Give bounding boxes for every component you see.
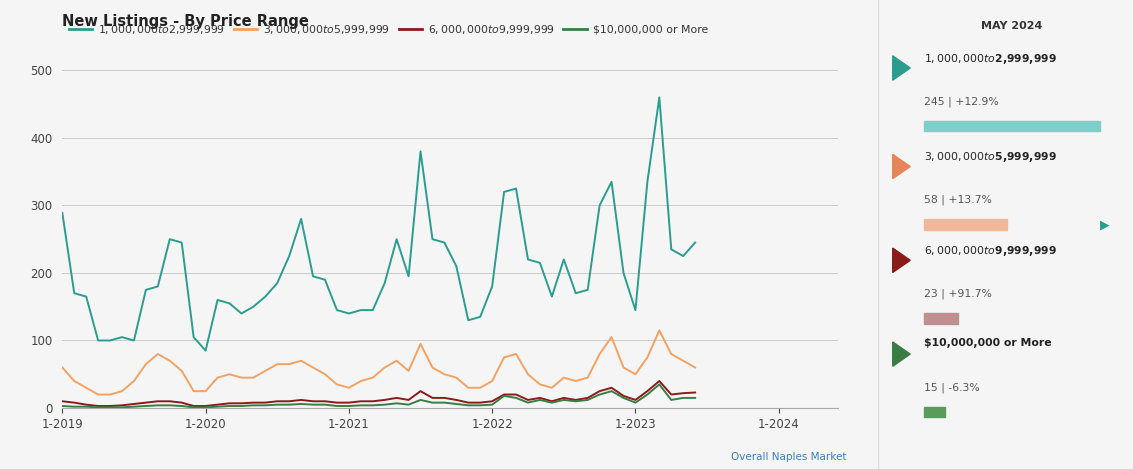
Text: ▶: ▶ <box>1100 219 1109 232</box>
Polygon shape <box>893 56 910 80</box>
Text: 58 | +13.7%: 58 | +13.7% <box>925 195 993 205</box>
Bar <box>925 407 945 417</box>
Polygon shape <box>893 342 910 366</box>
Text: 245 | +12.9%: 245 | +12.9% <box>925 96 999 106</box>
Text: MAY 2024: MAY 2024 <box>981 21 1042 31</box>
Legend: $1,000,000 to $2,999,999, $3,000,000 to $5,999,999, $6,000,000 to $9,999,999, $1: $1,000,000 to $2,999,999, $3,000,000 to … <box>65 18 713 40</box>
Bar <box>925 121 1100 131</box>
Text: Overall Naples Market: Overall Naples Market <box>731 452 846 462</box>
Bar <box>925 219 1007 230</box>
Text: $1,000,000 to $2,999,999: $1,000,000 to $2,999,999 <box>925 52 1057 66</box>
Text: 15 | -6.3%: 15 | -6.3% <box>925 382 980 393</box>
Bar <box>925 313 957 324</box>
Text: 23 | +91.7%: 23 | +91.7% <box>925 288 993 299</box>
Text: New Listings - By Price Range: New Listings - By Price Range <box>62 14 309 29</box>
Text: $10,000,000 or More: $10,000,000 or More <box>925 338 1051 348</box>
Polygon shape <box>893 248 910 272</box>
Polygon shape <box>893 154 910 179</box>
Text: $3,000,000 to $5,999,999: $3,000,000 to $5,999,999 <box>925 150 1057 164</box>
Text: $6,000,000 to $9,999,999: $6,000,000 to $9,999,999 <box>925 244 1057 258</box>
